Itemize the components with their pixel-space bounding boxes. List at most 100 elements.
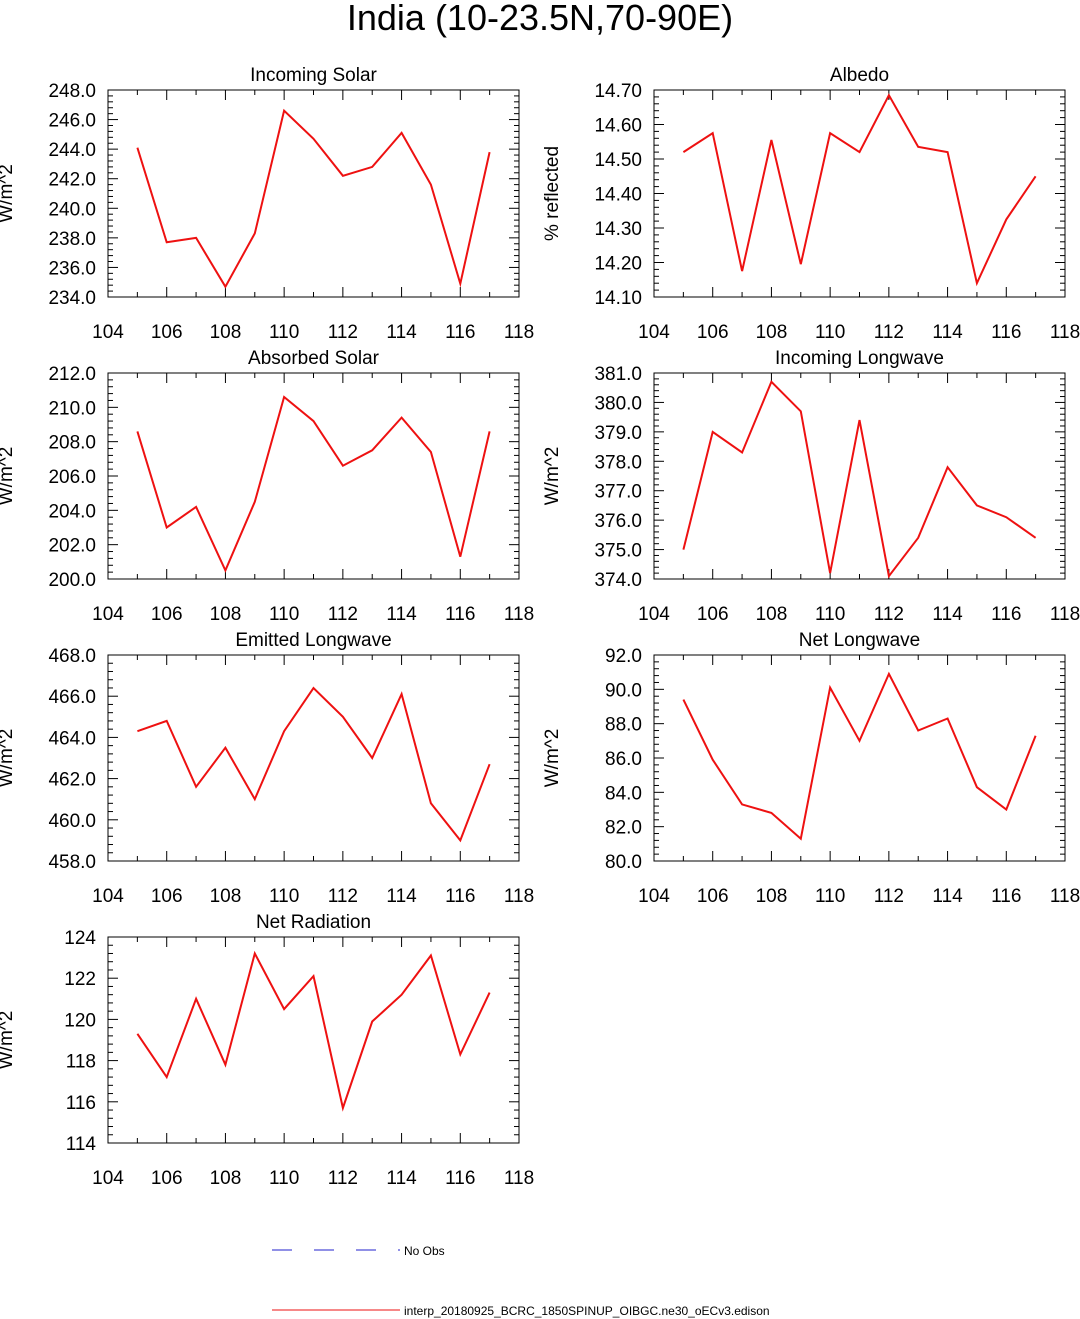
y-tick-label: 379.0 xyxy=(594,423,642,444)
y-tick-label: 242.0 xyxy=(48,170,96,191)
x-tick-label: 114 xyxy=(386,1168,417,1189)
panel-emitted-longwave: Emitted Longwave W/m^2 104 106 108 110 112 114 1… xyxy=(0,630,534,907)
x-tick-label: 114 xyxy=(386,322,417,343)
x-tick-label: 104 xyxy=(92,1168,124,1189)
x-tick-label: 104 xyxy=(92,604,124,625)
x-tick-label: 106 xyxy=(697,886,729,907)
panel-title: Net Radiation xyxy=(256,912,371,933)
x-tick-label: 118 xyxy=(504,886,534,907)
panel-title: Absorbed Solar xyxy=(248,348,380,369)
panel-title: Net Longwave xyxy=(799,630,920,651)
panel-absorbed-solar: Absorbed Solar W/m^2 104 106 108 110 112 114 116… xyxy=(0,348,534,625)
y-tick-label: 246.0 xyxy=(48,111,96,132)
x-tick-label: 118 xyxy=(504,1168,534,1189)
y-tick-label: 14.70 xyxy=(594,81,642,102)
x-tick-label: 108 xyxy=(210,886,242,907)
x-tick-label: 108 xyxy=(210,604,242,625)
panel-incoming-longwave: Incoming Longwave W/m^2 104 106 108 110 112 114… xyxy=(542,348,1080,625)
y-tick-label: 116 xyxy=(66,1093,96,1114)
y-tick-label: 88.0 xyxy=(605,715,642,736)
y-tick-label: 458.0 xyxy=(48,852,96,873)
y-tick-label: 468.0 xyxy=(48,646,96,667)
y-tick-label: 238.0 xyxy=(48,229,96,250)
x-tick-label: 112 xyxy=(328,604,358,625)
x-tick-label: 116 xyxy=(445,322,475,343)
y-tick-label: 14.60 xyxy=(594,116,642,137)
x-tick-label: 116 xyxy=(445,604,475,625)
plot-frame xyxy=(107,89,520,298)
x-tick-label: 108 xyxy=(756,604,788,625)
x-tick-label: 112 xyxy=(874,886,904,907)
y-tick-label: 236.0 xyxy=(48,258,96,279)
y-tick-label: 200.0 xyxy=(48,570,96,591)
x-tick-label: 112 xyxy=(328,322,358,343)
x-tick-label: 104 xyxy=(638,322,670,343)
x-tick-label: 112 xyxy=(874,604,904,625)
x-tick-label: 114 xyxy=(932,604,963,625)
y-tick-label: 378.0 xyxy=(594,452,642,473)
y-tick-label: 210.0 xyxy=(48,398,96,419)
y-tick-label: 376.0 xyxy=(594,511,642,532)
y-tick-label: 90.0 xyxy=(605,680,642,701)
x-tick-label: 110 xyxy=(815,604,845,625)
y-axis-label: W/m^2 xyxy=(542,729,563,788)
y-tick-label: 462.0 xyxy=(48,770,96,791)
legend-obs-label: No Obs xyxy=(404,1244,445,1258)
y-tick-label: 202.0 xyxy=(48,536,96,557)
y-axis-label: W/m^2 xyxy=(542,447,563,506)
x-tick-label: 104 xyxy=(638,604,670,625)
x-tick-label: 112 xyxy=(328,1168,358,1189)
y-tick-label: 240.0 xyxy=(48,199,96,220)
series-line xyxy=(136,395,491,573)
x-tick-label: 110 xyxy=(269,604,299,625)
series-line xyxy=(682,93,1037,287)
x-tick-label: 118 xyxy=(504,604,534,625)
y-tick-label: 120 xyxy=(64,1010,96,1031)
x-tick-label: 104 xyxy=(92,322,124,343)
y-tick-label: 84.0 xyxy=(605,783,642,804)
y-axis-label: W/m^2 xyxy=(0,729,17,788)
panels: Incoming Solar W/m^2 104 106 108 110 112 114 116… xyxy=(0,65,1080,1189)
x-tick-label: 106 xyxy=(697,322,729,343)
y-tick-label: 381.0 xyxy=(594,364,642,385)
legend: No Obs interp_20180925_BCRC_1850SPINUP_O… xyxy=(272,1244,770,1318)
y-tick-label: 118 xyxy=(66,1052,96,1073)
y-axis-label: W/m^2 xyxy=(0,1011,17,1070)
x-tick-label: 112 xyxy=(328,886,358,907)
y-tick-label: 204.0 xyxy=(48,501,96,522)
x-tick-label: 110 xyxy=(269,886,299,907)
panel-title: Incoming Longwave xyxy=(775,348,944,369)
y-tick-label: 377.0 xyxy=(594,482,642,503)
panel-incoming-solar: Incoming Solar W/m^2 104 106 108 110 112 114 116… xyxy=(0,65,534,343)
x-tick-label: 110 xyxy=(269,1168,299,1189)
y-tick-label: 86.0 xyxy=(605,749,642,770)
panel-title: Incoming Solar xyxy=(250,65,377,86)
plot-frame xyxy=(653,654,1066,862)
panel-title: Emitted Longwave xyxy=(235,630,391,651)
x-tick-label: 106 xyxy=(697,604,729,625)
x-tick-label: 108 xyxy=(756,322,788,343)
x-tick-label: 114 xyxy=(932,886,963,907)
x-tick-label: 110 xyxy=(815,322,845,343)
y-tick-label: 375.0 xyxy=(594,541,642,562)
x-tick-label: 108 xyxy=(210,322,242,343)
plot-frame xyxy=(107,654,520,862)
x-tick-label: 114 xyxy=(386,886,417,907)
y-tick-label: 122 xyxy=(64,969,96,990)
x-tick-label: 104 xyxy=(638,886,670,907)
y-tick-label: 80.0 xyxy=(605,852,642,873)
y-tick-label: 14.10 xyxy=(594,288,642,309)
y-axis-label: W/m^2 xyxy=(0,164,17,223)
panel-title: Albedo xyxy=(830,65,889,86)
x-tick-label: 116 xyxy=(991,322,1021,343)
x-tick-label: 116 xyxy=(445,886,475,907)
x-tick-label: 116 xyxy=(445,1168,475,1189)
y-tick-label: 464.0 xyxy=(48,728,96,749)
y-tick-label: 208.0 xyxy=(48,433,96,454)
x-tick-label: 104 xyxy=(92,886,124,907)
x-tick-label: 108 xyxy=(756,886,788,907)
y-tick-label: 14.40 xyxy=(594,185,642,206)
y-tick-label: 82.0 xyxy=(605,818,642,839)
x-tick-label: 106 xyxy=(151,886,183,907)
